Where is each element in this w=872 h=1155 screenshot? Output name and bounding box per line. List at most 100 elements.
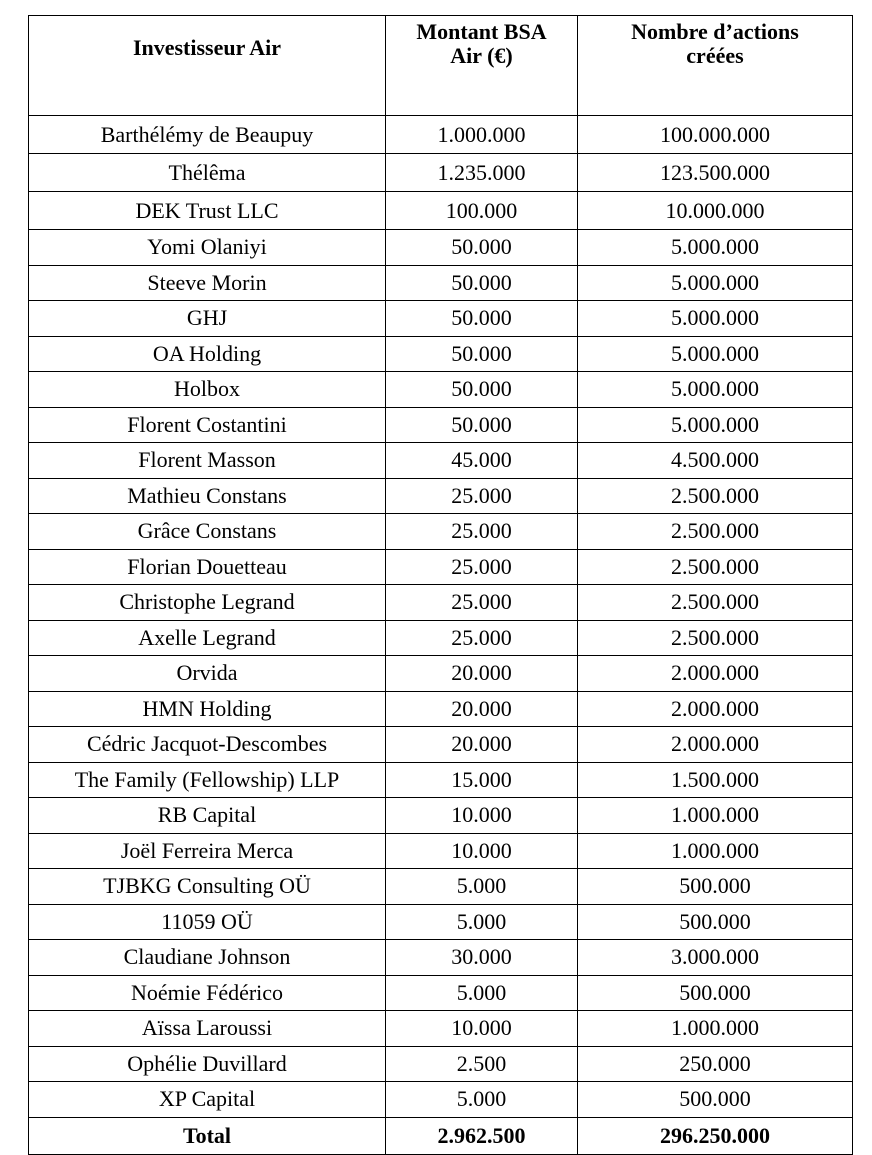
shares-created: 5.000.000 [577,229,853,266]
table-row: DEK Trust LLC 100.000 10.000.000 [28,191,853,230]
amount: 50.000 [385,300,578,337]
total-label: Total [28,1116,386,1155]
investor-name: 11059 OÜ [28,903,386,940]
shares-created: 10.000.000 [577,191,853,230]
investor-name: Mathieu Constans [28,477,386,514]
header-investor: Investisseur Air [28,15,386,116]
table-row: Steeve Morin 50.000 5.000.000 [28,264,853,301]
amount: 20.000 [385,690,578,727]
shares-created: 5.000.000 [577,335,853,372]
table-row: Claudiane Johnson 30.000 3.000.000 [28,939,853,976]
investor-name: Claudiane Johnson [28,939,386,976]
investor-name: Aïssa Laroussi [28,1010,386,1047]
table-row: Florent Costantini 50.000 5.000.000 [28,406,853,443]
investor-name: GHJ [28,300,386,337]
investor-name: Steeve Morin [28,264,386,301]
investor-name: Yomi Olaniyi [28,229,386,266]
shares-created: 5.000.000 [577,264,853,301]
table-row: Holbox 50.000 5.000.000 [28,371,853,408]
table-row: XP Capital 5.000 500.000 [28,1081,853,1118]
table-row: Christophe Legrand 25.000 2.500.000 [28,584,853,621]
investor-name: Noémie Fédérico [28,974,386,1011]
investor-name: Joël Ferreira Merca [28,832,386,869]
amount: 20.000 [385,726,578,763]
table-row: Ophélie Duvillard 2.500 250.000 [28,1045,853,1082]
shares-created: 250.000 [577,1045,853,1082]
shares-created: 2.500.000 [577,548,853,585]
amount: 50.000 [385,406,578,443]
amount: 1.235.000 [385,153,578,192]
shares-created: 5.000.000 [577,371,853,408]
amount: 50.000 [385,264,578,301]
header-shares: Nombre d’actions créées [577,15,853,116]
amount: 25.000 [385,477,578,514]
amount: 15.000 [385,761,578,798]
investor-name: HMN Holding [28,690,386,727]
amount: 30.000 [385,939,578,976]
shares-created: 2.500.000 [577,584,853,621]
investors-table: Investisseur Air Montant BSA Air (€) Nom… [28,15,853,1155]
amount: 50.000 [385,229,578,266]
shares-created: 1.500.000 [577,761,853,798]
shares-created: 1.000.000 [577,832,853,869]
total-row: Total 2.962.500 296.250.000 [28,1116,853,1155]
shares-created: 1.000.000 [577,797,853,834]
shares-created: 123.500.000 [577,153,853,192]
table-row: Florian Douetteau 25.000 2.500.000 [28,548,853,585]
shares-created: 500.000 [577,868,853,905]
table-row: Aïssa Laroussi 10.000 1.000.000 [28,1010,853,1047]
investor-name: Florian Douetteau [28,548,386,585]
amount: 20.000 [385,655,578,692]
shares-created: 2.500.000 [577,477,853,514]
investor-name: XP Capital [28,1081,386,1118]
investor-name: Cédric Jacquot-Descombes [28,726,386,763]
table-row: Noémie Fédérico 5.000 500.000 [28,974,853,1011]
amount: 10.000 [385,1010,578,1047]
investor-name: The Family (Fellowship) LLP [28,761,386,798]
table-row: The Family (Fellowship) LLP 15.000 1.500.0… [28,761,853,798]
shares-created: 5.000.000 [577,300,853,337]
header-amount: Montant BSA Air (€) [385,15,578,116]
total-shares: 296.250.000 [577,1116,853,1155]
amount: 10.000 [385,797,578,834]
shares-created: 3.000.000 [577,939,853,976]
table-row: Cédric Jacquot-Descombes 20.000 2.000.000 [28,726,853,763]
table-row: Orvida 20.000 2.000.000 [28,655,853,692]
amount: 25.000 [385,584,578,621]
table-row: Grâce Constans 25.000 2.500.000 [28,513,853,550]
table-row: Florent Masson 45.000 4.500.000 [28,442,853,479]
shares-created: 1.000.000 [577,1010,853,1047]
amount: 50.000 [385,335,578,372]
shares-created: 500.000 [577,903,853,940]
shares-created: 4.500.000 [577,442,853,479]
investor-name: Axelle Legrand [28,619,386,656]
table-row: OA Holding 50.000 5.000.000 [28,335,853,372]
investor-name: Thélêma [28,153,386,192]
investor-name: Grâce Constans [28,513,386,550]
amount: 25.000 [385,548,578,585]
shares-created: 2.000.000 [577,655,853,692]
shares-created: 2.500.000 [577,513,853,550]
shares-created: 5.000.000 [577,406,853,443]
investor-name: Ophélie Duvillard [28,1045,386,1082]
investor-name: Orvida [28,655,386,692]
table-row: Joël Ferreira Merca 10.000 1.000.000 [28,832,853,869]
table-row: Axelle Legrand 25.000 2.500.000 [28,619,853,656]
investor-name: Florent Costantini [28,406,386,443]
amount: 5.000 [385,868,578,905]
header-row: Investisseur Air Montant BSA Air (€) Nom… [28,15,853,116]
amount: 10.000 [385,832,578,869]
amount: 25.000 [385,619,578,656]
table-row: 11059 OÜ 5.000 500.000 [28,903,853,940]
shares-created: 500.000 [577,974,853,1011]
table-row: Yomi Olaniyi 50.000 5.000.000 [28,229,853,266]
table-row: GHJ 50.000 5.000.000 [28,300,853,337]
amount: 100.000 [385,191,578,230]
investor-name: RB Capital [28,797,386,834]
amount: 25.000 [385,513,578,550]
investor-name: Holbox [28,371,386,408]
investor-name: Barthélémy de Beaupuy [28,115,386,154]
shares-created: 500.000 [577,1081,853,1118]
table-row: TJBKG Consulting OÜ 5.000 500.000 [28,868,853,905]
table-row: Barthélémy de Beaupuy 1.000.000 100.000.00… [28,115,853,154]
